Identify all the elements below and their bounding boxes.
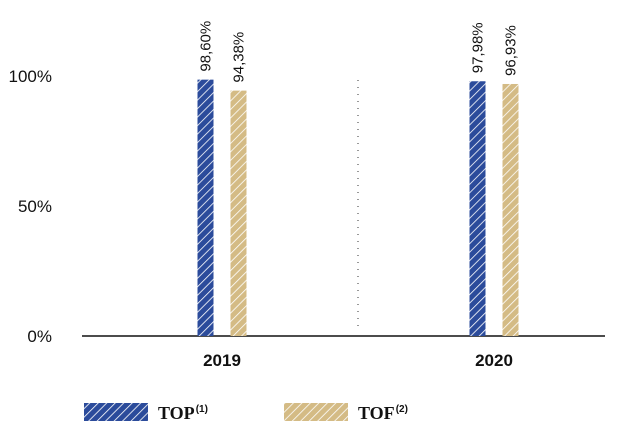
bar-tof-2019 [230, 90, 247, 336]
y-tick-label: 100% [9, 67, 52, 86]
data-label: 96,93% [503, 25, 520, 76]
legend-label: TOP [158, 403, 195, 423]
data-label: 97,98% [470, 22, 487, 73]
data-labels: 98,60% 94,38% 97,98% 96,93% [198, 21, 520, 83]
legend: TOP (1) TOF (2) [84, 403, 408, 423]
x-category-label: 2019 [203, 351, 241, 370]
legend-swatch [84, 403, 148, 421]
y-tick-label: 0% [27, 327, 52, 346]
bars [197, 79, 519, 337]
legend-swatch [284, 403, 348, 421]
legend-label: TOF [358, 403, 395, 423]
legend-superscript: (2) [396, 404, 408, 415]
legend-superscript: (1) [196, 404, 208, 415]
y-axis-ticks: 0% 50% 100% [9, 67, 52, 346]
x-category-label: 2020 [475, 351, 513, 370]
legend-item-top: TOP (1) [84, 403, 208, 423]
bar-tof-2020 [502, 83, 519, 337]
data-label: 94,38% [231, 32, 248, 83]
bar-top-2020 [469, 81, 486, 336]
bar-top-2019 [197, 79, 214, 336]
category-labels: 2019 2020 [203, 351, 513, 370]
y-tick-label: 50% [18, 197, 52, 216]
legend-item-tof: TOF (2) [284, 403, 408, 423]
data-label: 98,60% [198, 21, 215, 72]
